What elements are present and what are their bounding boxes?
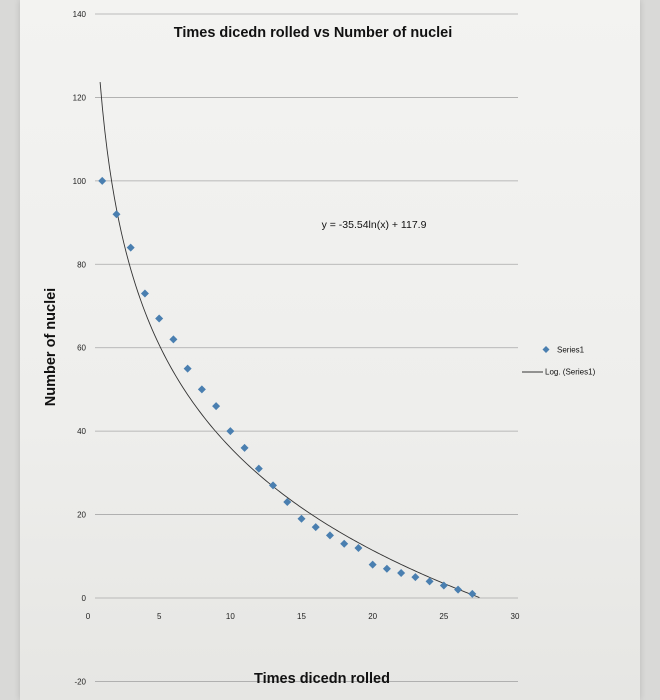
data-point-10: [226, 427, 235, 436]
data-point-26: [454, 585, 463, 594]
legend: Series1 Log. (Series1): [522, 346, 596, 377]
data-point-6: [169, 335, 178, 344]
x-tick-label-30: 30: [511, 612, 520, 621]
data-point-4: [140, 289, 149, 298]
data-point-23: [411, 573, 420, 582]
data-point-27: [468, 589, 477, 598]
tick-labels: -20 0 20 40 60 80 100 120 140 0 5 10 15 20 25 30: [73, 10, 520, 686]
data-point-2: [112, 210, 121, 219]
data-point-14: [283, 498, 292, 507]
x-tick-label-15: 15: [297, 612, 306, 621]
data-point-20: [368, 560, 377, 569]
data-point-19: [354, 543, 363, 552]
y-tick-label-20: 20: [77, 511, 86, 520]
data-point-8: [197, 385, 206, 394]
legend-label-trendline: Log. (Series1): [545, 368, 596, 377]
y-tick-label-140: 140: [73, 10, 87, 19]
data-point-13: [269, 481, 278, 490]
legend-label-series1: Series1: [557, 346, 585, 355]
data-point-7: [183, 364, 192, 373]
data-point-18: [340, 539, 349, 548]
data-point-15: [297, 514, 306, 523]
y-tick-label-40: 40: [77, 427, 86, 436]
data-point-1: [98, 176, 107, 185]
trendline-equation: y = -35.54ln(x) + 117.9: [322, 219, 427, 231]
x-tick-label-20: 20: [368, 612, 377, 621]
x-tick-label-0: 0: [86, 612, 91, 621]
chart-sheet: [20, 0, 640, 700]
trendline-log: [99, 82, 480, 598]
data-points: [98, 176, 477, 598]
data-point-11: [240, 443, 249, 452]
x-tick-label-25: 25: [439, 612, 448, 621]
data-point-9: [212, 402, 221, 411]
x-tick-label-10: 10: [226, 612, 235, 621]
data-point-21: [382, 564, 391, 573]
data-point-22: [397, 568, 406, 577]
y-axis-title: Number of nuclei: [43, 288, 59, 406]
y-tick-label-80: 80: [77, 260, 86, 269]
data-point-5: [155, 314, 164, 323]
trendline-layer: [99, 82, 480, 598]
data-point-25: [439, 581, 448, 590]
data-point-24: [425, 577, 434, 586]
data-point-12: [254, 464, 263, 473]
data-point-17: [325, 531, 334, 540]
chart-title: Times dicedn rolled vs Number of nuclei: [174, 25, 453, 41]
x-axis-title: Times dicedn rolled: [254, 671, 390, 687]
y-tick-label--20: -20: [74, 677, 86, 686]
y-tick-label-100: 100: [73, 177, 87, 186]
data-point-3: [126, 243, 135, 252]
gridlines: [95, 13, 518, 682]
x-tick-label-5: 5: [157, 612, 162, 621]
legend-marker-series1: [542, 346, 550, 353]
y-tick-label-60: 60: [77, 344, 86, 353]
y-tick-label-120: 120: [73, 93, 87, 102]
data-point-16: [311, 523, 320, 532]
y-tick-label-0: 0: [82, 594, 87, 603]
